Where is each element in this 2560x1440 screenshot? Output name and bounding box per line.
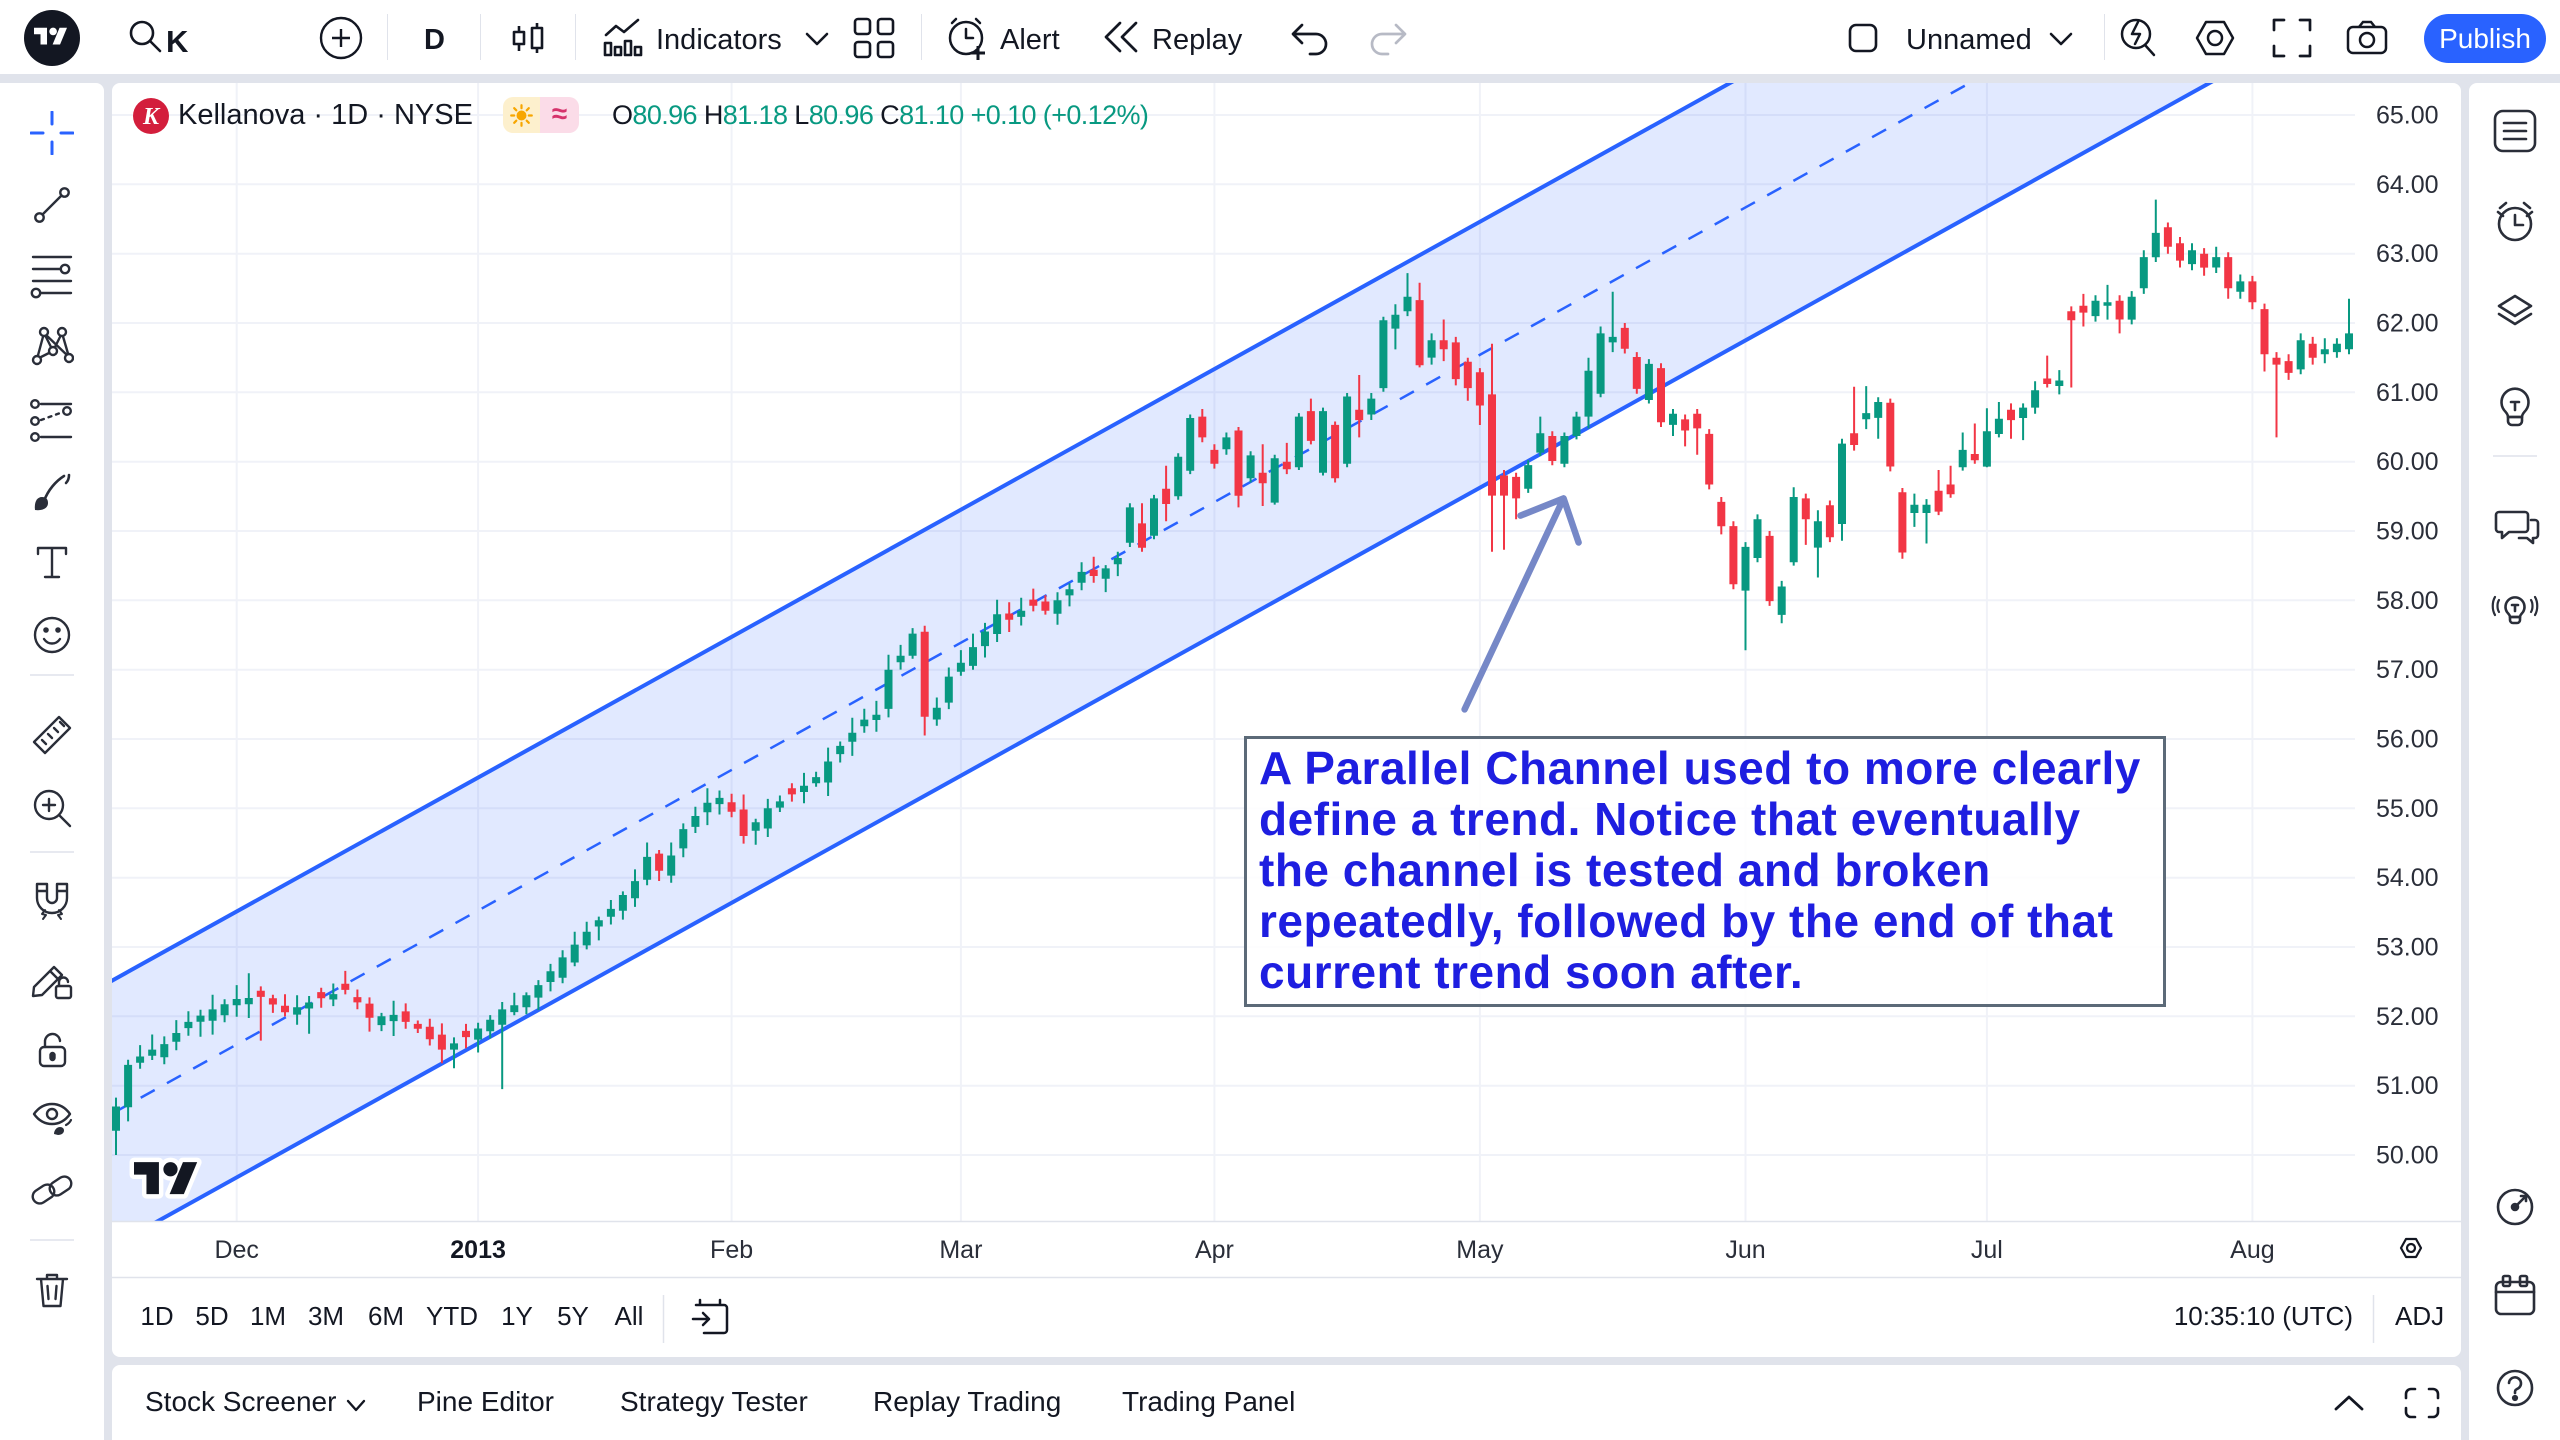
svg-text:50.00: 50.00	[2376, 1142, 2439, 1170]
svg-text:3M: 3M	[308, 1301, 344, 1331]
svg-text:Feb: Feb	[710, 1236, 753, 1264]
svg-text:ADJ: ADJ	[2395, 1301, 2444, 1331]
svg-text:Jun: Jun	[1725, 1236, 1765, 1264]
svg-text:51.00: 51.00	[2376, 1072, 2439, 1100]
svg-text:All: All	[615, 1301, 644, 1331]
svg-text:59.00: 59.00	[2376, 518, 2439, 546]
svg-text:64.00: 64.00	[2376, 171, 2439, 199]
svg-text:10:35:10 (UTC): 10:35:10 (UTC)	[2174, 1301, 2353, 1331]
svg-text:52.00: 52.00	[2376, 1003, 2439, 1031]
svg-text:60.00: 60.00	[2376, 448, 2439, 476]
svg-text:63.00: 63.00	[2376, 240, 2439, 268]
svg-text:1M: 1M	[250, 1301, 286, 1331]
svg-text:5Y: 5Y	[557, 1301, 589, 1331]
svg-text:2013: 2013	[450, 1236, 506, 1264]
svg-text:Mar: Mar	[939, 1236, 982, 1264]
svg-text:Dec: Dec	[214, 1236, 258, 1264]
svg-text:5D: 5D	[195, 1301, 228, 1331]
svg-text:Apr: Apr	[1195, 1236, 1234, 1264]
svg-text:YTD: YTD	[426, 1301, 478, 1331]
svg-text:54.00: 54.00	[2376, 864, 2439, 892]
svg-text:May: May	[1456, 1236, 1504, 1264]
svg-text:57.00: 57.00	[2376, 656, 2439, 684]
svg-text:Aug: Aug	[2230, 1236, 2274, 1264]
svg-text:56.00: 56.00	[2376, 726, 2439, 754]
svg-text:65.00: 65.00	[2376, 102, 2439, 130]
svg-text:62.00: 62.00	[2376, 310, 2439, 338]
svg-text:1Y: 1Y	[501, 1301, 533, 1331]
svg-text:Jul: Jul	[1971, 1236, 2003, 1264]
svg-text:55.00: 55.00	[2376, 795, 2439, 823]
svg-text:53.00: 53.00	[2376, 934, 2439, 962]
svg-text:58.00: 58.00	[2376, 587, 2439, 615]
svg-text:1D: 1D	[140, 1301, 173, 1331]
svg-text:K: K	[142, 104, 161, 130]
svg-text:61.00: 61.00	[2376, 379, 2439, 407]
svg-text:6M: 6M	[368, 1301, 404, 1331]
